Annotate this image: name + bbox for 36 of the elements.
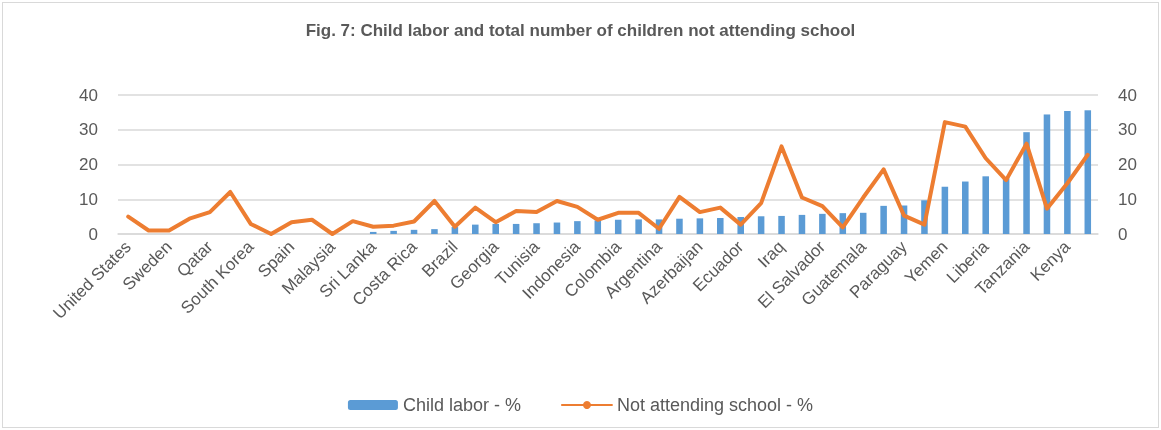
bar	[492, 223, 499, 234]
bar	[717, 218, 724, 234]
y2-tick-label: 30	[1118, 120, 1137, 140]
y2-tick-label: 40	[1118, 85, 1137, 105]
chart-title: Fig. 7: Child labor and total number of children not attending school	[305, 21, 856, 40]
bar	[676, 218, 683, 234]
bar	[778, 215, 785, 234]
bar	[880, 205, 887, 234]
bar	[614, 219, 622, 234]
bar	[472, 224, 479, 234]
legend-label: Child labor - %	[402, 395, 521, 415]
bar	[859, 212, 867, 234]
y-tick-label: 40	[79, 85, 98, 105]
bar	[574, 221, 581, 234]
bar	[512, 223, 520, 234]
bar	[757, 216, 765, 234]
bar	[798, 214, 806, 234]
bar	[1064, 110, 1071, 234]
legend-label: Not attending school - %	[616, 395, 814, 415]
bar	[819, 213, 826, 234]
bar	[533, 223, 540, 234]
bar	[431, 229, 438, 234]
y2-tick-label: 20	[1118, 155, 1137, 174]
y2-tick-label: 0	[1118, 224, 1128, 244]
bar	[982, 176, 989, 234]
y-tick-label: 10	[79, 189, 98, 209]
y-tick-label: 20	[79, 155, 98, 174]
line-series	[126, 120, 1090, 236]
bar	[390, 230, 397, 234]
bar	[941, 186, 949, 234]
bar	[635, 219, 642, 234]
y-tick-label: 0	[88, 224, 98, 244]
bar	[696, 218, 704, 234]
bar	[962, 181, 969, 234]
y-tick-label: 30	[79, 120, 98, 140]
y2-tick-label: 10	[1118, 189, 1137, 209]
